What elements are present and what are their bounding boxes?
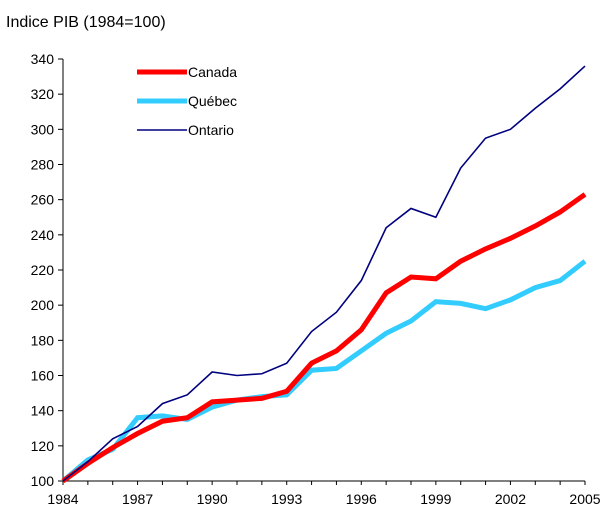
x-tick-label: 1993 (271, 491, 302, 507)
y-tick-label: 280 (31, 157, 55, 173)
series-line-canada (61, 192, 587, 484)
y-tick-label: 220 (31, 262, 55, 278)
y-tick-label: 200 (31, 297, 55, 313)
legend-label: Ontario (188, 122, 234, 138)
y-tick-label: 100 (31, 473, 55, 489)
y-tick-label: 180 (31, 332, 55, 348)
y-tick-label: 300 (31, 121, 55, 137)
x-tick-label: 1984 (47, 491, 78, 507)
y-tick-label: 160 (31, 368, 55, 384)
y-tick-label: 140 (31, 403, 55, 419)
y-tick-label: 340 (31, 51, 55, 67)
series-layer (61, 65, 587, 484)
x-tick-label: 1990 (197, 491, 228, 507)
legend: Canada Québec Ontario (137, 64, 237, 138)
legend-label: Canada (188, 64, 237, 80)
chart-title: Indice PIB (1984=100) (6, 14, 166, 31)
y-tick-label: 120 (31, 438, 55, 454)
x-tick-label: 2002 (495, 491, 526, 507)
x-tick-label: 1996 (346, 491, 377, 507)
y-tick-label: 240 (31, 227, 55, 243)
series-line-ontario (62, 65, 586, 482)
y-tick-label: 260 (31, 192, 55, 208)
legend-label: Québec (188, 93, 237, 109)
axes: 100 120 140 160 180 200 220 240 260 280 300 320 340 1… (31, 51, 601, 507)
series-line-qubec (61, 259, 587, 483)
y-tick-label: 320 (31, 86, 55, 102)
x-tick-label: 1987 (122, 491, 153, 507)
x-tick-label: 1999 (420, 491, 451, 507)
x-tick-label: 2005 (569, 491, 600, 507)
